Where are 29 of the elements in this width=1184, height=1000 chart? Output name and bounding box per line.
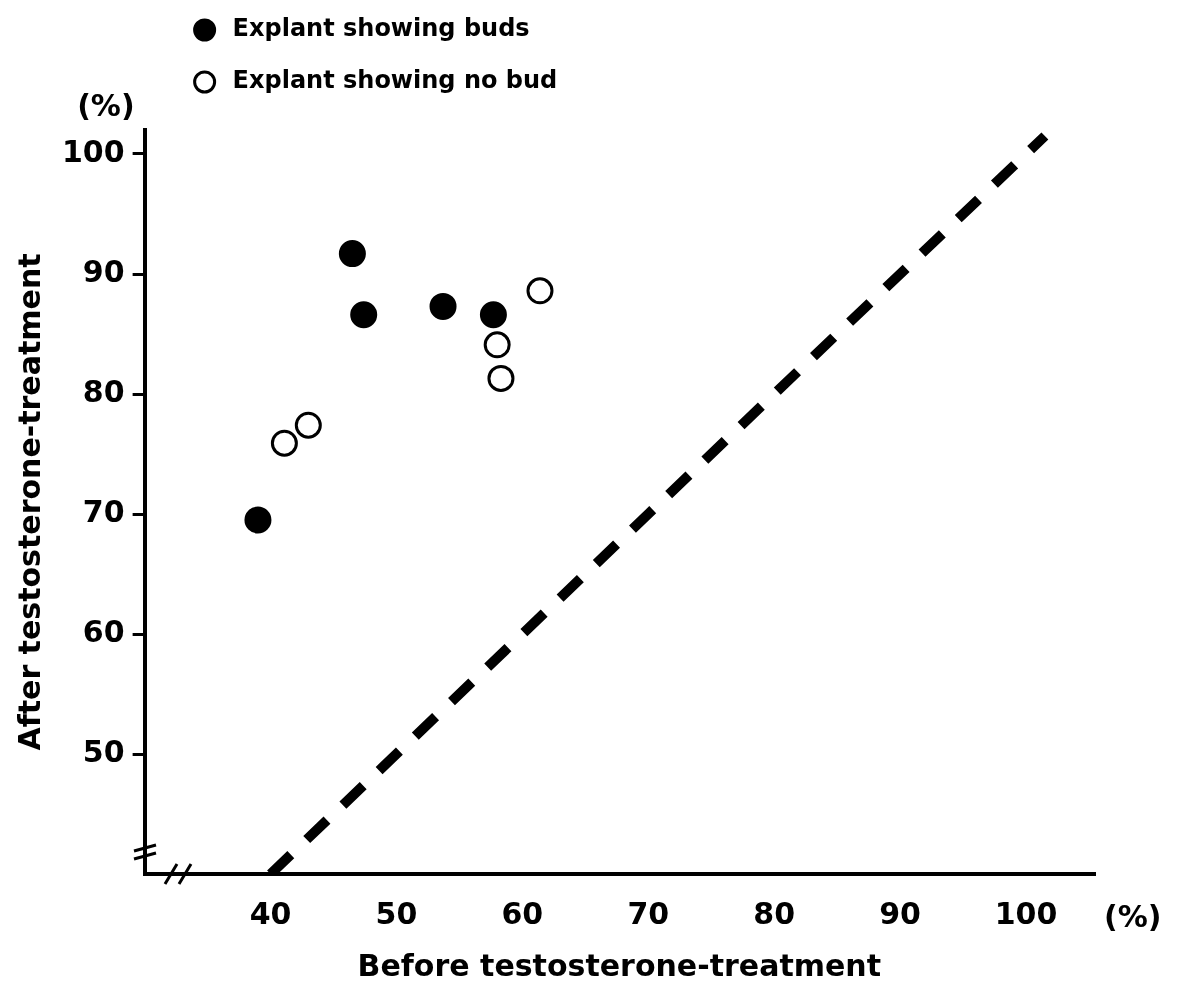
x-tick-label: 90 [879, 895, 921, 931]
point [479, 301, 507, 329]
legend-label: Explant showing buds [232, 14, 530, 43]
x-tick-label: 70 [627, 895, 670, 931]
point [429, 292, 457, 320]
y-tick-label: 50 [82, 733, 125, 769]
text: (%) [77, 87, 135, 123]
point [483, 331, 511, 359]
y-tick-label: 100 [62, 133, 125, 169]
point [350, 301, 378, 329]
point [294, 411, 322, 439]
point [526, 277, 554, 305]
x-tick-label: 60 [501, 895, 544, 931]
point [487, 364, 515, 392]
x-tick-label: 80 [753, 895, 796, 931]
y-tick-label: 90 [82, 253, 125, 289]
point [244, 506, 272, 534]
y-tick-label: 80 [82, 373, 125, 409]
legend-label: Explant showing no bud [232, 66, 558, 95]
y-tick-label: 60 [82, 613, 125, 649]
point [338, 240, 366, 268]
text: (%) [1104, 898, 1162, 934]
x-tick-label: 40 [249, 895, 292, 931]
x-tick-label: 100 [994, 895, 1058, 931]
point [270, 429, 298, 457]
y-axis-title: After testosterone-treatment [11, 253, 47, 751]
x-tick-label: 50 [375, 895, 418, 931]
x-axis-title: Before testosterone-treatment [357, 947, 882, 983]
y-tick-label: 70 [82, 493, 125, 529]
